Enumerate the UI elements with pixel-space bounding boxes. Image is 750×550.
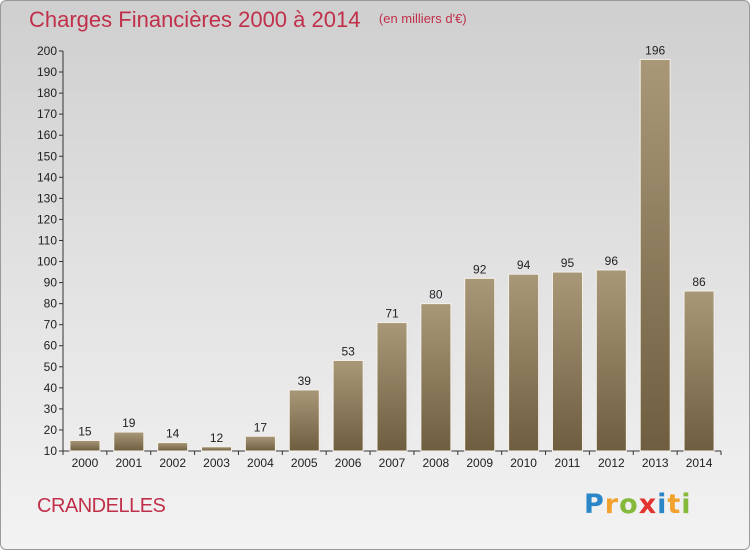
y-tick-label: 100 [37, 255, 57, 269]
bar-2014 [683, 290, 715, 452]
value-label-2007: 71 [385, 307, 399, 321]
y-tick-label: 160 [37, 128, 57, 142]
bar-2012 [595, 269, 627, 452]
logo-letter: o [619, 489, 639, 520]
bar-2009 [464, 277, 496, 452]
y-tick-label: 110 [38, 233, 57, 247]
logo-letter: r [604, 489, 620, 520]
y-tick-label: 190 [37, 65, 57, 79]
value-label-2013: 196 [645, 43, 665, 57]
value-label-2006: 53 [341, 344, 355, 358]
bar-2010 [508, 273, 540, 452]
bar-2002 [157, 442, 189, 452]
value-label-2008: 80 [429, 288, 443, 302]
y-tick-label: 200 [37, 44, 57, 58]
bar-2004 [244, 435, 276, 452]
x-tick-label-2013: 2013 [642, 456, 669, 470]
value-label-2010: 94 [517, 258, 531, 272]
y-axis: 10 20 30 40 50 60 70 80 90 100 110 120 130 140 150 160 1… [37, 44, 64, 458]
y-tick-label: 40 [44, 381, 58, 395]
x-tick-label-2011: 2011 [555, 456, 581, 470]
logo-letter: x [638, 489, 658, 520]
x-tick-label-2014: 2014 [686, 456, 713, 470]
y-tick-label: 70 [44, 318, 58, 332]
x-tick-label-2012: 2012 [598, 456, 625, 470]
bar-2008 [420, 303, 452, 452]
chart-title: Charges Financières 2000 à 2014 [29, 7, 361, 32]
y-tick-label: 130 [37, 191, 57, 205]
x-tick-label-2004: 2004 [247, 456, 274, 470]
value-label-2000: 15 [78, 424, 92, 438]
x-tick-label-2001: 2001 [115, 456, 142, 470]
value-label-2001: 19 [122, 416, 136, 430]
x-tick-label-2007: 2007 [379, 456, 406, 470]
bar-2013 [639, 58, 671, 452]
value-label-2009: 92 [473, 262, 487, 276]
value-label-2012: 96 [605, 254, 619, 268]
y-tick-label: 20 [44, 423, 58, 437]
logo-letter: P [584, 489, 605, 520]
logo-letter: i [681, 489, 692, 520]
bar-2006 [332, 359, 364, 452]
chart-subtitle: (en milliers d'€) [378, 11, 467, 26]
x-tick-label-2005: 2005 [291, 456, 318, 470]
y-tick-label: 150 [37, 149, 57, 163]
y-tick-label: 170 [37, 107, 57, 121]
y-tick-label: 120 [37, 212, 57, 226]
title-block: Charges Financières 2000 à 2014 (en mill… [29, 7, 467, 33]
proxiti-logo: Proxiti [584, 489, 692, 520]
y-tick-label: 140 [37, 170, 57, 184]
value-label-2005: 39 [298, 374, 312, 388]
value-label-2011: 95 [561, 256, 575, 270]
x-tick-label-2000: 2000 [72, 456, 99, 470]
bar-2005 [288, 389, 320, 452]
bar-2007 [376, 322, 408, 452]
x-tick-label-2002: 2002 [159, 456, 186, 470]
bar-2011 [551, 271, 583, 452]
bar-2000 [69, 439, 101, 452]
value-label-2004: 17 [254, 420, 268, 434]
logo-letter: i [657, 489, 668, 520]
y-tick-label: 10 [44, 444, 58, 458]
x-tick-label-2006: 2006 [335, 456, 362, 470]
commune-name: CRANDELLES [37, 495, 166, 517]
y-tick-label: 180 [37, 86, 57, 100]
value-label-2003: 12 [210, 431, 224, 445]
y-tick-label: 50 [44, 360, 58, 374]
x-axis: 2000 2001 2002 2003 2004 2005 2006 2007 2008 2009… [62, 450, 722, 470]
value-label-2002: 14 [166, 427, 180, 441]
x-tick-label-2008: 2008 [423, 456, 450, 470]
x-tick-label-2009: 2009 [466, 456, 493, 470]
value-label-2014: 86 [692, 275, 706, 289]
bars [69, 58, 718, 452]
bar-2001 [113, 431, 145, 452]
x-tick-label-2010: 2010 [510, 456, 537, 470]
y-tick-label: 30 [44, 402, 58, 416]
y-tick-label: 80 [44, 297, 58, 311]
x-tick-label-2003: 2003 [203, 456, 230, 470]
y-tick-label: 90 [44, 276, 58, 290]
bar-2003 [201, 446, 233, 452]
logo-letter: t [667, 489, 682, 520]
value-labels: 15 19 14 12 17 39 53 71 80 92 94 95 96 196 86 [78, 43, 706, 444]
y-tick-label: 60 [44, 339, 58, 353]
